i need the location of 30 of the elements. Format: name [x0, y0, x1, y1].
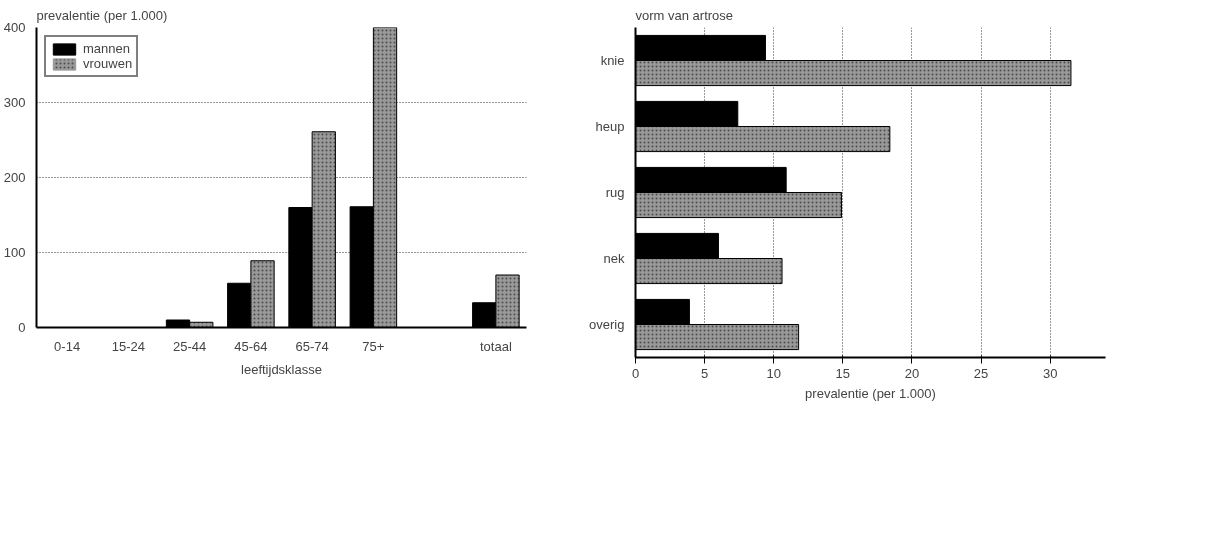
y-tick-label: 0 — [18, 320, 26, 335]
y-tick-label: 400 — [3, 20, 26, 35]
y-tick-label: rug — [605, 185, 625, 200]
x-tick-label: 10 — [766, 365, 781, 381]
x-tick-label: 30 — [1042, 365, 1058, 381]
legend-label: mannen — [83, 41, 130, 56]
y-axis-title: vorm van artrose — [635, 7, 734, 23]
y-tick-label: 200 — [3, 170, 26, 185]
y-tick-label: overig — [589, 317, 625, 332]
x-tick-label: 15 — [835, 365, 851, 381]
x-tick-label: totaal — [479, 338, 512, 354]
y-tick-label: knie — [600, 53, 625, 68]
x-tick-label: 0 — [631, 365, 640, 381]
x-tick-label: 25 — [973, 365, 989, 381]
x-tick-label: 5 — [701, 365, 709, 381]
y-tick-label: heup — [595, 119, 625, 134]
x-tick-label: 65-74 — [295, 338, 329, 354]
x-tick-label: 0-14 — [54, 338, 81, 354]
x-tick-label: 75+ — [362, 338, 385, 354]
y-tick-label: 300 — [3, 95, 26, 110]
x-tick-label: 45-64 — [234, 338, 268, 354]
y-axis-title: prevalentie (per 1.000) — [36, 7, 168, 23]
x-axis-title: leeftijdsklasse — [241, 361, 322, 377]
x-tick-label: 25-44 — [173, 338, 207, 354]
x-axis-title: prevalentie (per 1.000) — [805, 385, 936, 401]
x-tick-label: 15-24 — [111, 338, 145, 354]
y-tick-label: nek — [603, 251, 625, 266]
x-tick-label: 20 — [904, 365, 920, 381]
y-tick-label: 100 — [3, 245, 26, 260]
legend-label: vrouwen — [83, 56, 133, 71]
